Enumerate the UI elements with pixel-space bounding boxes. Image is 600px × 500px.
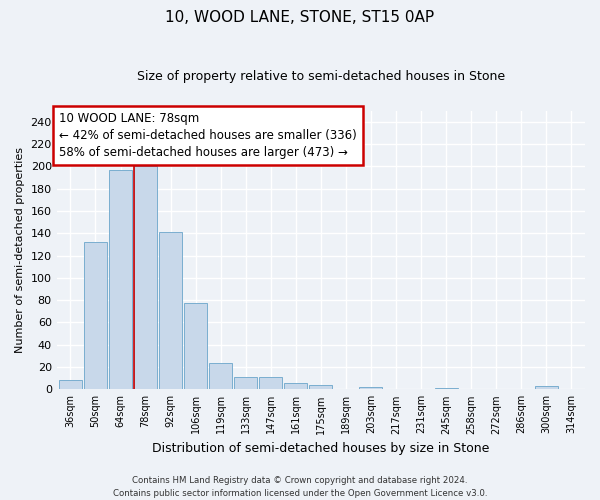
Bar xyxy=(234,377,257,390)
Bar xyxy=(84,242,107,390)
Bar xyxy=(134,166,157,390)
Bar xyxy=(59,380,82,390)
Text: 10, WOOD LANE, STONE, ST15 0AP: 10, WOOD LANE, STONE, ST15 0AP xyxy=(166,10,434,25)
Bar xyxy=(109,170,132,390)
Bar xyxy=(259,377,282,390)
Y-axis label: Number of semi-detached properties: Number of semi-detached properties xyxy=(15,147,25,353)
Bar xyxy=(209,362,232,390)
Text: 10 WOOD LANE: 78sqm
← 42% of semi-detached houses are smaller (336)
58% of semi-: 10 WOOD LANE: 78sqm ← 42% of semi-detach… xyxy=(59,112,357,159)
Title: Size of property relative to semi-detached houses in Stone: Size of property relative to semi-detach… xyxy=(137,70,505,83)
Text: Contains HM Land Registry data © Crown copyright and database right 2024.
Contai: Contains HM Land Registry data © Crown c… xyxy=(113,476,487,498)
X-axis label: Distribution of semi-detached houses by size in Stone: Distribution of semi-detached houses by … xyxy=(152,442,490,455)
Bar xyxy=(310,385,332,390)
Bar xyxy=(159,232,182,390)
Bar xyxy=(284,382,307,390)
Bar xyxy=(184,304,207,390)
Bar xyxy=(434,388,458,390)
Bar xyxy=(535,386,558,390)
Bar xyxy=(359,387,382,390)
